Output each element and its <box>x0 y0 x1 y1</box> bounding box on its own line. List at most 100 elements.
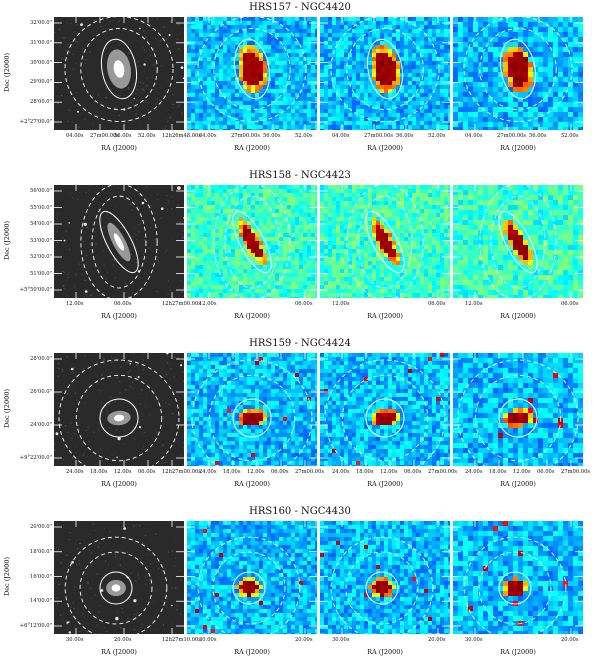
noise-pixel <box>155 219 156 220</box>
noise-pixel <box>124 264 125 265</box>
noise-pixel <box>132 382 133 383</box>
noise-pixel <box>54 32 55 33</box>
noise-pixel <box>145 404 146 405</box>
noise-pixel <box>157 18 158 19</box>
noise-pixel <box>140 258 141 259</box>
y-tick-label: 56'00.0" <box>30 188 52 194</box>
noise-pixel <box>157 570 158 571</box>
noise-pixel <box>141 389 142 390</box>
optical-image-panel <box>54 521 184 634</box>
y-tick-label: +5°50'00.0" <box>20 287 52 293</box>
noise-pixel <box>176 609 177 610</box>
noise-pixel <box>117 125 118 126</box>
noise-pixel <box>60 400 61 401</box>
noise-pixel <box>143 446 144 447</box>
noise-pixel <box>148 616 149 617</box>
noise-pixel <box>62 371 63 372</box>
noise-pixel <box>135 366 136 367</box>
flux-map <box>453 185 583 298</box>
noise-pixel <box>143 31 144 32</box>
noise-pixel <box>103 265 104 266</box>
star <box>130 363 132 365</box>
noise-pixel <box>92 223 93 224</box>
noise-pixel <box>101 634 102 635</box>
noise-pixel <box>94 530 95 531</box>
x-tick-label: 12.00s <box>380 469 398 475</box>
noise-pixel <box>57 103 58 104</box>
noise-pixel <box>179 262 180 263</box>
noise-pixel <box>156 380 157 381</box>
noise-pixel <box>142 537 143 538</box>
noise-pixel <box>169 378 170 379</box>
noise-pixel <box>126 427 127 428</box>
noise-pixel <box>99 392 100 393</box>
noise-pixel <box>57 402 58 403</box>
spire-map-panel <box>320 185 450 298</box>
noise-pixel <box>128 42 129 43</box>
noise-pixel <box>167 364 168 365</box>
noise-pixel <box>146 415 147 416</box>
noise-pixel <box>147 85 148 86</box>
y-tick-label: 31'00.0" <box>30 40 52 46</box>
point-source <box>468 606 473 611</box>
noise-pixel <box>145 61 146 62</box>
noise-pixel <box>67 277 68 278</box>
noise-pixel <box>82 606 83 607</box>
point-source <box>558 423 563 428</box>
noise-pixel <box>107 413 108 414</box>
noise-pixel <box>173 228 174 229</box>
noise-pixel <box>94 20 95 21</box>
noise-pixel <box>140 621 141 622</box>
x-tick-label: 52.00s <box>561 133 579 139</box>
noise-pixel <box>117 626 118 627</box>
noise-pixel <box>182 389 183 390</box>
noise-pixel <box>178 23 179 24</box>
noise-pixel <box>76 63 77 64</box>
noise-pixel <box>54 220 55 221</box>
noise-pixel <box>150 227 151 228</box>
point-source <box>440 353 444 357</box>
noise-pixel <box>169 364 170 365</box>
x-tick-label: 04.00s <box>332 133 350 139</box>
optical-image-panel <box>54 185 184 298</box>
noise-pixel <box>151 540 152 541</box>
noise-pixel <box>101 273 102 274</box>
noise-pixel <box>87 631 88 632</box>
noise-pixel <box>91 552 92 553</box>
star <box>139 28 141 30</box>
noise-pixel <box>115 277 116 278</box>
noise-pixel <box>171 426 172 427</box>
noise-pixel <box>140 359 141 360</box>
noise-pixel <box>130 57 131 58</box>
x-axis-label: RA (J2000) <box>54 480 184 488</box>
point-source <box>295 373 299 377</box>
noise-pixel <box>112 569 113 570</box>
noise-pixel <box>91 20 92 21</box>
point-source <box>251 453 255 457</box>
noise-pixel <box>68 284 69 285</box>
noise-pixel <box>165 252 166 253</box>
noise-pixel <box>173 447 174 448</box>
noise-pixel <box>180 280 181 281</box>
noise-pixel <box>106 540 107 541</box>
noise-pixel <box>133 361 134 362</box>
noise-pixel <box>66 44 67 45</box>
noise-pixel <box>138 577 139 578</box>
noise-pixel <box>63 26 64 27</box>
point-source <box>336 541 340 545</box>
noise-pixel <box>99 430 100 431</box>
noise-pixel <box>156 590 157 591</box>
row-title: HRS160 - NGC4430 <box>0 506 600 518</box>
noise-pixel <box>159 127 160 128</box>
noise-pixel <box>126 284 127 285</box>
noise-pixel <box>77 583 78 584</box>
noise-pixel <box>125 462 126 463</box>
noise-pixel <box>169 44 170 45</box>
noise-pixel <box>153 52 154 53</box>
noise-pixel <box>77 548 78 549</box>
noise-pixel <box>142 543 143 544</box>
noise-pixel <box>78 609 79 610</box>
noise-pixel <box>76 92 77 93</box>
star <box>177 186 181 190</box>
